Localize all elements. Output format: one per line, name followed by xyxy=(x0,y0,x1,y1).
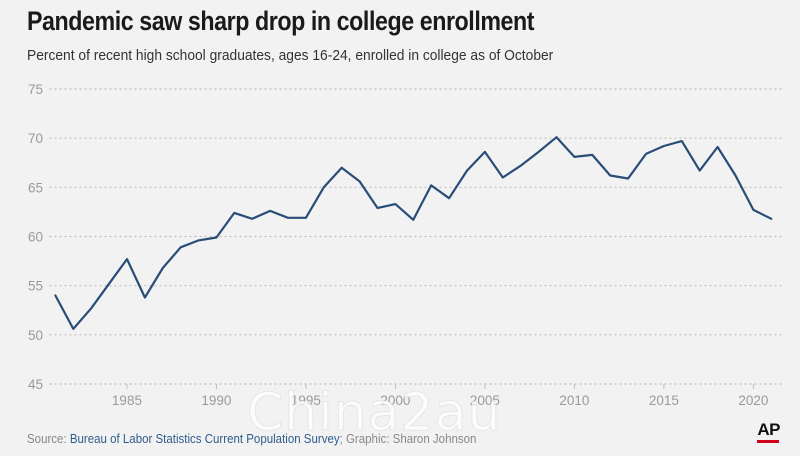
source-link[interactable]: Bureau of Labor Statistics Current Popul… xyxy=(69,432,340,446)
x-tick-label: 2010 xyxy=(559,393,589,408)
chart-subtitle: Percent of recent high school graduates,… xyxy=(27,47,554,64)
y-tick-label: 45 xyxy=(28,377,43,392)
x-tick-label: 2000 xyxy=(380,393,410,408)
source-prefix: Source: xyxy=(27,432,70,446)
line-chart: 45 50 55 60 65 70 75 1985 1990 1995 2000 2005 2010 20… xyxy=(28,82,783,408)
chart-title: Pandemic saw sharp drop in college enrol… xyxy=(27,6,535,36)
y-tick-label: 60 xyxy=(28,230,43,245)
x-tick-label: 1990 xyxy=(201,393,231,408)
series-line xyxy=(54,136,773,330)
ap-logo: AP xyxy=(757,420,780,439)
source-suffix: ; Graphic: Sharon Johnson xyxy=(339,432,477,446)
x-tick-label: 2005 xyxy=(470,393,500,408)
y-tick-label: 55 xyxy=(28,279,43,294)
y-tick-label: 65 xyxy=(28,180,43,195)
y-tick-label: 50 xyxy=(28,328,43,343)
x-tick-label: 2015 xyxy=(649,393,679,408)
y-tick-label: 75 xyxy=(28,82,43,97)
x-tick-label: 1985 xyxy=(112,393,142,408)
watermark: Chinа2au xyxy=(246,383,502,444)
ap-logo-bar xyxy=(757,440,779,443)
source-credit: Source: Bureau of Labor Statistics Curre… xyxy=(27,432,476,446)
y-tick-label: 70 xyxy=(28,131,43,146)
x-tick-label: 2020 xyxy=(738,393,768,408)
x-tick-label: 1995 xyxy=(291,393,321,408)
